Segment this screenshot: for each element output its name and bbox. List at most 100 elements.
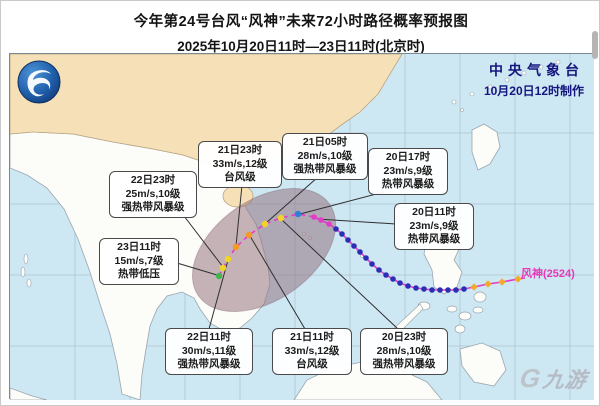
forecast-point-dot — [215, 272, 223, 280]
land-visayas-3 — [472, 306, 484, 314]
land-visayas-1 — [446, 305, 458, 313]
forecast-wind: 30m/s,11级 — [181, 344, 237, 357]
page-title: 今年第24号台风“风神”未来72小时路径概率预报图 — [133, 14, 469, 30]
leader-line — [183, 215, 224, 268]
forecast-wind: 23m/s,9级 — [383, 164, 433, 177]
land-andaman-2 — [20, 266, 26, 278]
forecast-wind: 15m/s,7级 — [114, 254, 164, 267]
forecast-wind: 28m/s,10级 — [297, 149, 353, 162]
history-point-dot — [429, 287, 435, 293]
agency-issued-time: 10月20日12时制作 — [483, 84, 584, 98]
history-point-dot — [421, 286, 427, 292]
history-point-dot — [351, 243, 357, 249]
forecast-label-box: 21日11时 33m/s,12级 台风级 — [272, 328, 352, 375]
forecast-wind: 33m/s,12级 — [212, 157, 268, 170]
forecast-label-box: 22日23时 25m/s,10级 强热带风暴级 — [109, 171, 197, 218]
forecast-point-dot — [277, 214, 285, 222]
recent-point-dot — [326, 221, 332, 227]
history-point-diamond — [484, 280, 492, 288]
forecast-time: 21日11时 — [290, 331, 334, 343]
leader-line — [281, 219, 399, 330]
forecast-grade: 强热带风暴级 — [293, 163, 357, 175]
forecast-time: 21日05时 — [302, 136, 348, 148]
forecast-time: 22日23时 — [130, 174, 176, 186]
history-point-dot — [369, 261, 375, 267]
leader-line — [249, 235, 306, 330]
history-point-dot — [383, 272, 389, 278]
forecast-wind: 33m/s,12级 — [284, 344, 340, 357]
land-andaman-3 — [26, 278, 32, 288]
recent-point-dot — [318, 217, 324, 223]
forecast-grade: 热带低压 — [118, 268, 160, 280]
forecast-time: 20日17时 — [385, 151, 431, 163]
forecast-label-box: 20日23时 28m/s,10级 强热带风暴级 — [360, 328, 448, 375]
forecast-time: 20日11时 — [412, 206, 456, 218]
watermark-logo-icon: G — [517, 363, 544, 393]
land-sumatra — [10, 387, 48, 400]
forecast-label-box: 22日11时 30m/s,11级 强热带风暴级 — [165, 328, 253, 375]
leader-line — [208, 259, 229, 330]
forecast-grade: 强热带风暴级 — [121, 201, 185, 213]
land-visayas-2 — [458, 311, 472, 321]
leader-line — [265, 176, 319, 224]
forecast-time: 21日23时 — [217, 144, 263, 156]
forecast-point-dot — [294, 210, 302, 218]
leader-lines — [176, 176, 399, 330]
land-visayas-4 — [454, 324, 466, 334]
history-point-dot — [390, 276, 396, 282]
history-point-dot — [333, 226, 339, 232]
history-point-dot — [437, 287, 443, 293]
map-area: 中央气象台 10月20日12时制作 风神(2524) 22日23时 25m/s,1… — [9, 53, 594, 400]
forecast-point-dot — [224, 255, 232, 263]
forecast-label-box: 20日17时 23m/s,9级 热带风暴级 — [368, 148, 448, 195]
forecast-label-box: 21日23时 33m/s,12级 台风级 — [198, 141, 282, 188]
history-point-dot — [345, 237, 351, 243]
forecast-time: 23日11时 — [117, 241, 161, 253]
history-point-dot — [357, 249, 363, 255]
forecast-grade: 热带风暴级 — [407, 233, 461, 245]
forecast-wind: 25m/s,10级 — [125, 187, 181, 200]
land-taiwan — [471, 123, 501, 171]
history-point-dot — [413, 285, 419, 291]
forecast-track-line — [218, 213, 315, 277]
watermark: G九游 — [518, 363, 590, 394]
history-point-diamond — [470, 283, 478, 291]
title-block: 今年第24号台风“风神”未来72小时路径概率预报图 2025年10月20日11时… — [1, 1, 599, 55]
history-point-dot — [445, 287, 451, 293]
page-subtitle: 2025年10月20日11时—23日11时(北京时) — [177, 39, 425, 54]
recent-point-dot — [311, 214, 317, 220]
probability-cone-layer — [191, 187, 337, 313]
leader-line — [316, 218, 397, 225]
forecast-label-box: 23日11时 15m/s,7级 热带低压 — [99, 238, 179, 285]
forecast-wind: 28m/s,10级 — [376, 344, 432, 357]
forecast-point-dot — [245, 231, 253, 239]
storm-name-label: 风神(2524) — [521, 268, 575, 280]
probability-cone — [191, 187, 337, 313]
land-andaman-1 — [23, 253, 29, 265]
forecast-grade: 强热带风暴级 — [177, 358, 241, 370]
forecast-grade: 台风级 — [296, 358, 328, 370]
scrollbar-thumb[interactable] — [592, 31, 598, 59]
history-point-dot — [405, 283, 411, 289]
history-point-dot — [461, 286, 467, 292]
history-point-diamond — [498, 278, 506, 286]
land-samar — [473, 291, 487, 303]
forecast-time: 22日11时 — [187, 331, 231, 343]
typhoon-track-layer — [215, 210, 526, 293]
forecast-grade: 强热带风暴级 — [372, 358, 436, 370]
forecast-point-dot — [261, 220, 269, 228]
forecast-wind: 23m/s,9级 — [409, 219, 459, 232]
forecast-time: 20日23时 — [381, 331, 427, 343]
forecast-label-box: 20日11时 23m/s,9级 热带风暴级 — [394, 203, 474, 250]
history-point-dot — [339, 231, 345, 237]
agency-name: 中央气象台 — [489, 62, 584, 78]
history-point-dot — [397, 280, 403, 286]
forecast-grade: 热带风暴级 — [381, 178, 435, 190]
watermark-text: 九游 — [541, 369, 589, 392]
forecast-label-box: 21日05时 28m/s,10级 强热带风暴级 — [282, 133, 368, 180]
history-point-dot — [363, 255, 369, 261]
land-ryukyu-islands — [451, 59, 561, 112]
agency-stamp: 中央气象台 10月20日12时制作 — [484, 60, 584, 99]
cma-logo-icon — [16, 59, 62, 105]
